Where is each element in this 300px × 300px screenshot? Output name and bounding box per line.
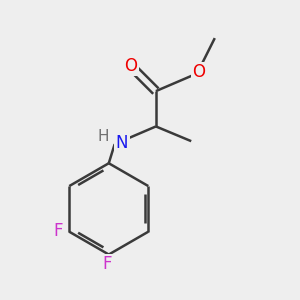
Text: H: H: [98, 129, 109, 144]
Text: O: O: [192, 63, 205, 81]
Text: O: O: [124, 57, 137, 75]
Text: N: N: [116, 134, 128, 152]
Text: F: F: [103, 255, 112, 273]
Text: F: F: [53, 222, 63, 240]
